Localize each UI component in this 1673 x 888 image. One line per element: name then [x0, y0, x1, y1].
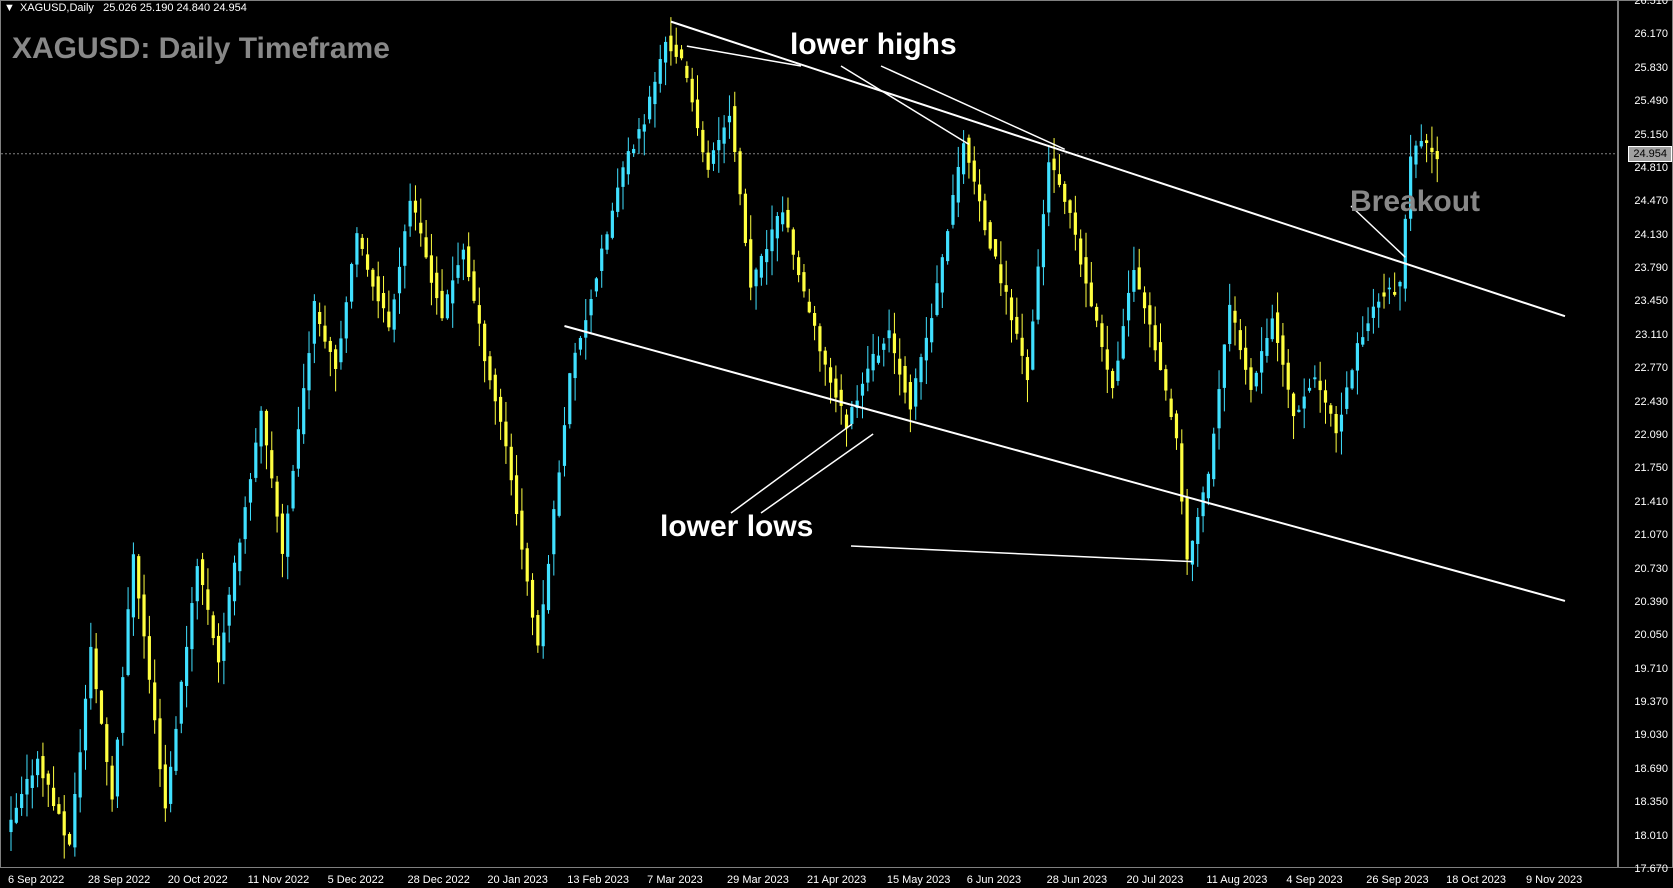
x-tick: 5 Dec 2022: [328, 874, 384, 886]
y-tick: 23.450: [1634, 295, 1668, 307]
x-tick: 13 Feb 2023: [567, 874, 629, 886]
y-tick: 20.730: [1634, 563, 1668, 575]
y-tick: 22.090: [1634, 429, 1668, 441]
annotation-breakout: Breakout: [1350, 185, 1480, 219]
y-tick: 18.350: [1634, 796, 1668, 808]
y-tick: 25.150: [1634, 129, 1668, 141]
y-tick: 25.830: [1634, 62, 1668, 74]
chart-container: 26.510 26.170 25.830 25.490 25.150 24.810 24.4…: [0, 0, 1673, 888]
chart-title: XAGUSD: Daily Timeframe: [12, 32, 390, 66]
y-tick: 19.710: [1634, 663, 1668, 675]
y-tick: 24.130: [1634, 229, 1668, 241]
x-tick: 6 Jun 2023: [967, 874, 1021, 886]
x-tick: 20 Jan 2023: [487, 874, 548, 886]
y-tick: 24.810: [1634, 162, 1668, 174]
x-tick: 11 Nov 2022: [248, 874, 310, 886]
x-tick: 6 Sep 2022: [8, 874, 64, 886]
x-tick: 20 Oct 2022: [168, 874, 228, 886]
y-tick: 19.030: [1634, 729, 1668, 741]
y-tick: 18.690: [1634, 763, 1668, 775]
y-axis: 26.510 26.170 25.830 25.490 25.150 24.810 24.4…: [1618, 0, 1673, 868]
x-tick: 11 Aug 2023: [1206, 874, 1267, 886]
y-tick: 26.510: [1634, 0, 1668, 7]
y-tick: 21.070: [1634, 529, 1668, 541]
annotation-lower-lows: lower lows: [660, 510, 813, 544]
y-tick: 17.670: [1634, 863, 1668, 875]
y-tick: 26.170: [1634, 28, 1668, 40]
x-tick: 29 Mar 2023: [727, 874, 789, 886]
x-tick: 15 May 2023: [887, 874, 951, 886]
y-tick: 25.490: [1634, 95, 1668, 107]
dropdown-icon[interactable]: ▼: [4, 2, 15, 14]
x-tick: 26 Sep 2023: [1366, 874, 1428, 886]
annotation-lower-highs: lower highs: [790, 28, 957, 62]
y-tick: 22.770: [1634, 362, 1668, 374]
current-price-marker: 24.954: [1628, 146, 1672, 162]
x-tick: 7 Mar 2023: [647, 874, 703, 886]
x-tick: 28 Sep 2022: [88, 874, 150, 886]
ohlc-label: 25.026 25.190 24.840 24.954: [103, 2, 247, 14]
x-tick: 18 Oct 2023: [1446, 874, 1506, 886]
x-tick: 20 Jul 2023: [1127, 874, 1184, 886]
x-tick: 4 Sep 2023: [1286, 874, 1342, 886]
y-tick: 18.010: [1634, 830, 1668, 842]
y-tick: 22.430: [1634, 396, 1668, 408]
y-tick: 23.110: [1635, 329, 1668, 341]
x-tick: 21 Apr 2023: [807, 874, 866, 886]
y-tick: 20.050: [1634, 629, 1668, 641]
y-tick: 19.370: [1634, 696, 1668, 708]
symbol-label: XAGUSD,Daily: [20, 2, 94, 14]
chart-plot-area[interactable]: [0, 0, 1618, 868]
chart-header: ▼ XAGUSD,Daily 25.026 25.190 24.840 24.9…: [4, 2, 247, 14]
y-tick: 21.750: [1634, 462, 1668, 474]
y-tick: 20.390: [1634, 596, 1668, 608]
x-axis: 6 Sep 2022 28 Sep 2022 20 Oct 2022 11 Nov 2…: [0, 868, 1618, 888]
y-tick: 23.790: [1634, 262, 1668, 274]
y-tick: 21.410: [1634, 496, 1668, 508]
candlestick-layer: [1, 1, 1619, 869]
x-tick: 28 Dec 2022: [407, 874, 469, 886]
y-tick: 24.470: [1634, 195, 1668, 207]
x-tick: 28 Jun 2023: [1047, 874, 1108, 886]
x-tick: 9 Nov 2023: [1526, 874, 1582, 886]
